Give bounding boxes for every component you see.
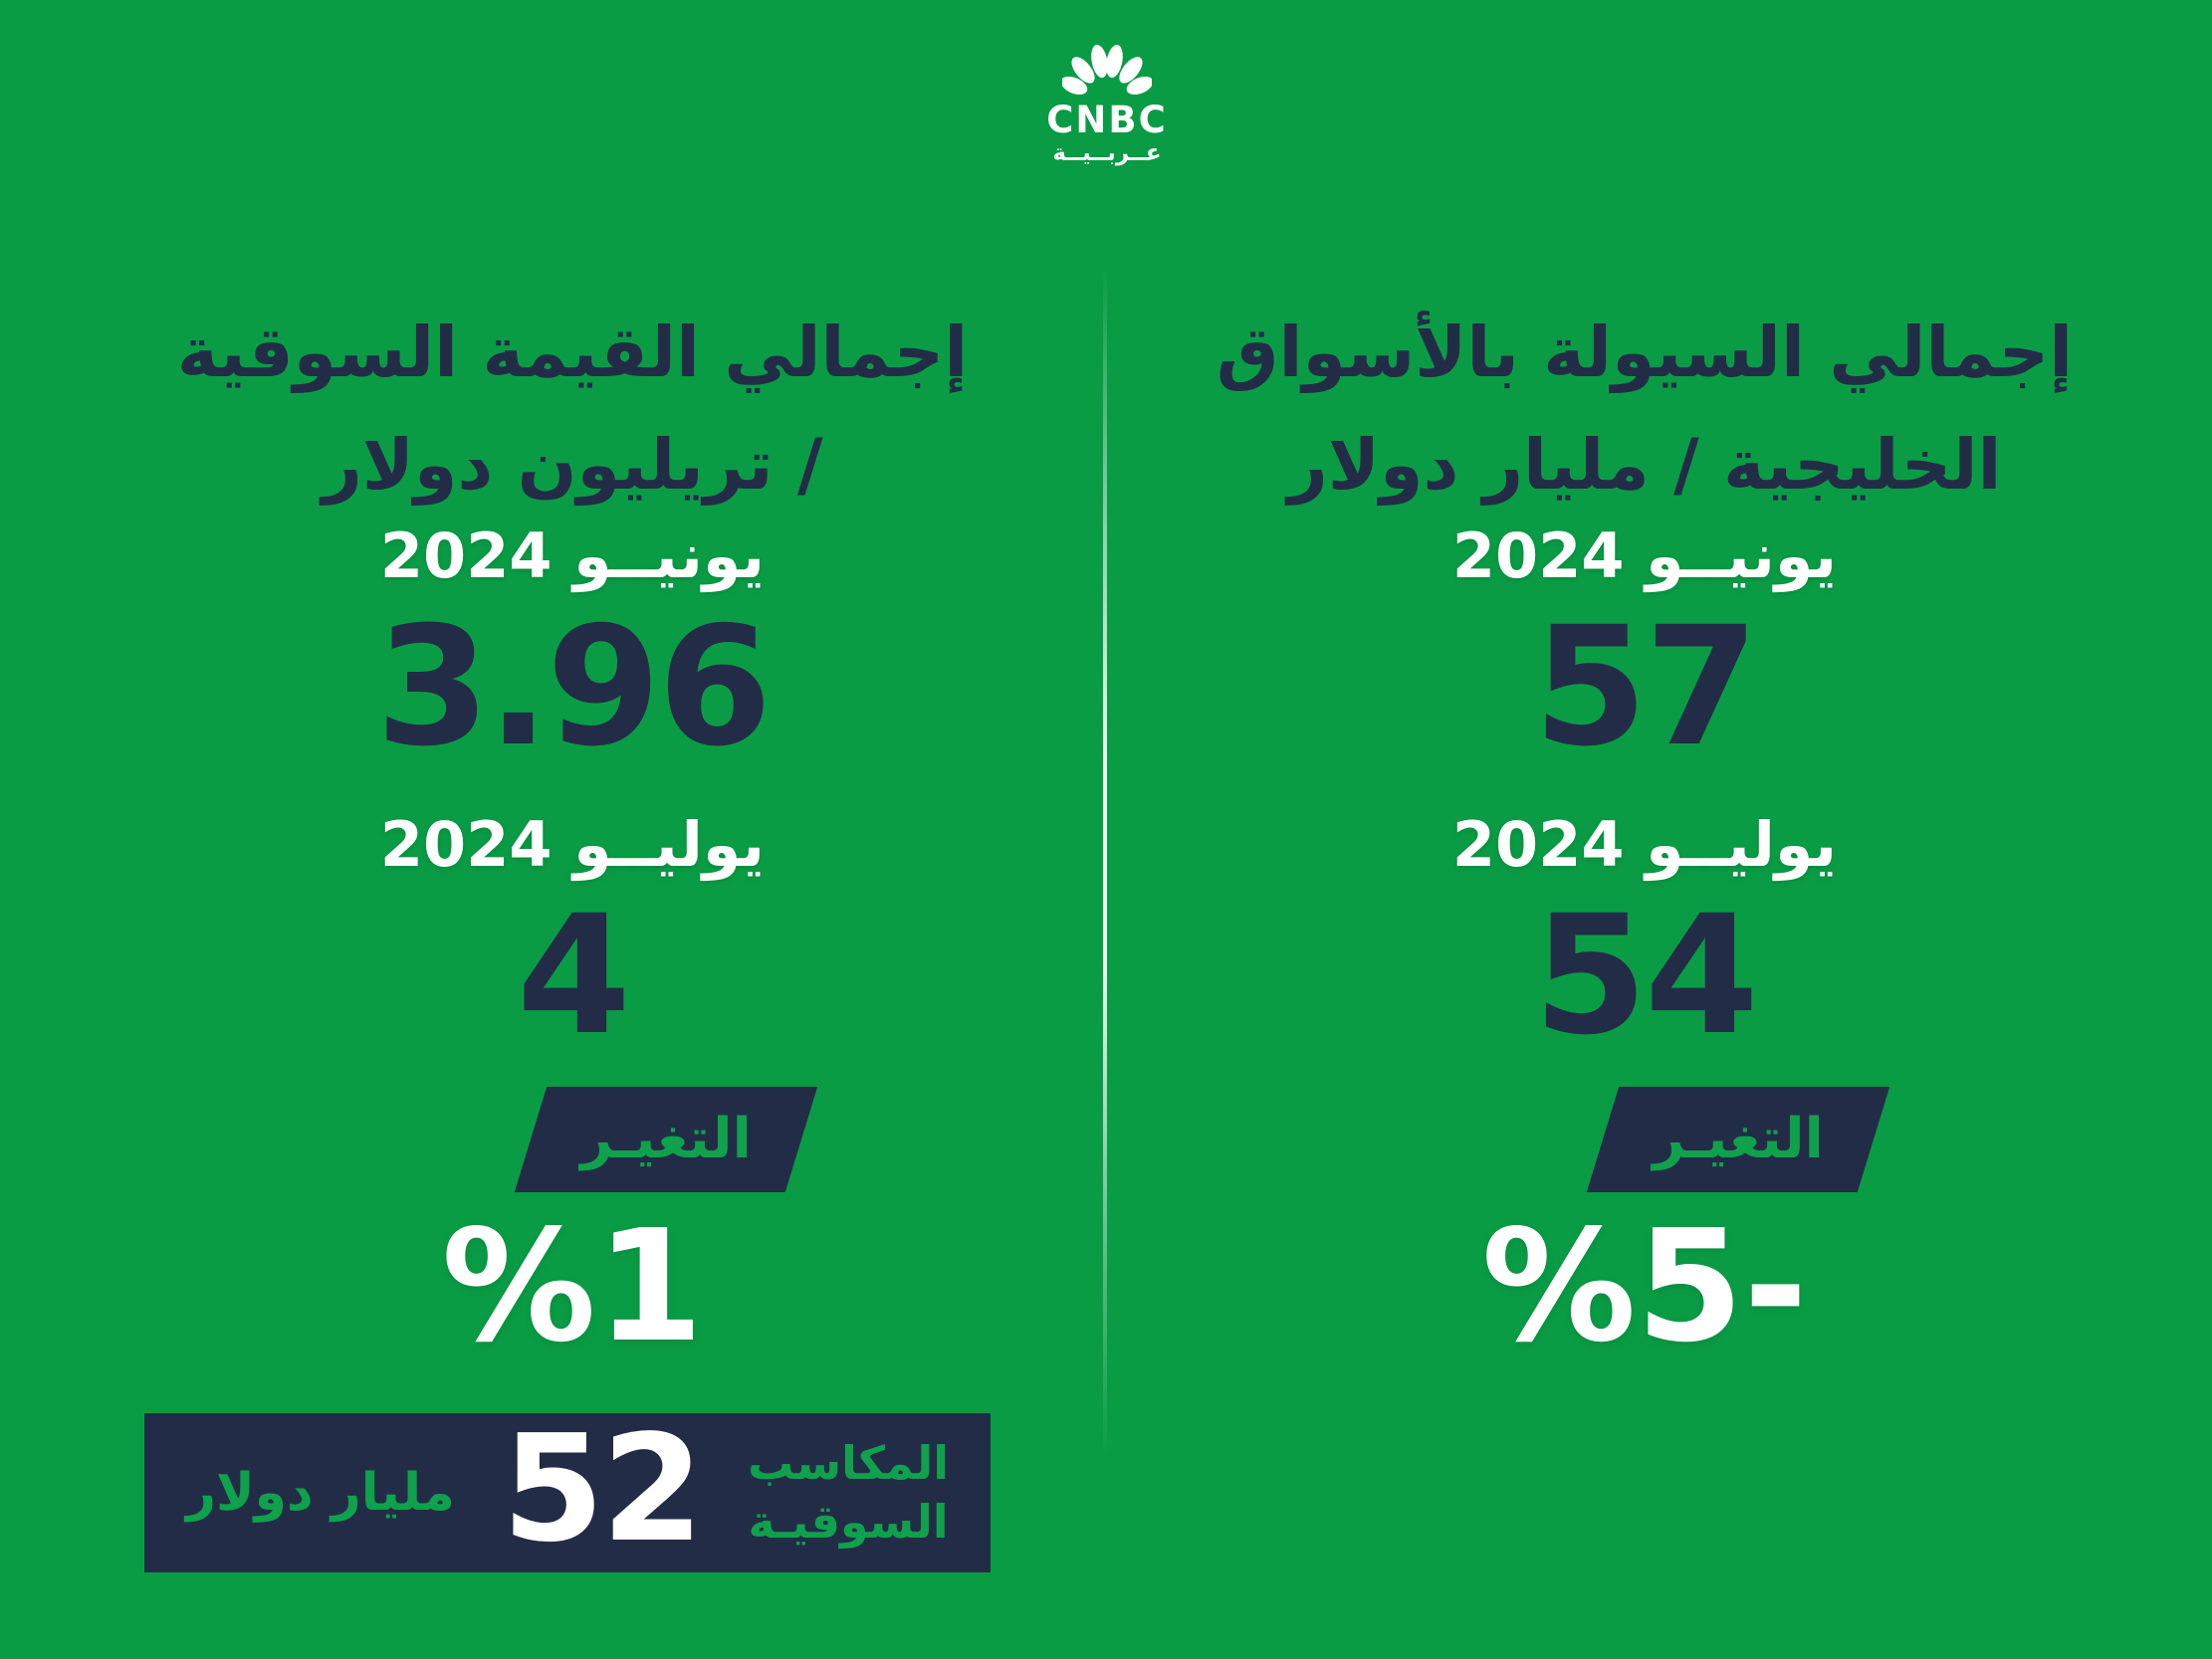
market-cap-july-label: يوليــو 2024: [379, 808, 766, 881]
market-cap-column: إجمالي القيمة السوقية / تريليون دولار يو…: [114, 239, 1030, 1503]
logo-wordmark: CNBC: [1046, 99, 1168, 141]
market-cap-title-line1: إجمالي القيمة السوقية: [176, 311, 969, 394]
logo-arabic-wordmark: عــربــيــة: [1052, 140, 1162, 166]
market-gains-label-line1: المكاسب: [748, 1436, 949, 1491]
liquidity-change-label: التغيـر: [1653, 1107, 1824, 1171]
liquidity-july-label: يوليــو 2024: [1451, 808, 1838, 881]
liquidity-title: إجمالي السيولة بالأسواق الخليجية / مليار…: [1187, 297, 2102, 522]
market-gains-badge: المكاسب السوقيـة 52 مليار دولار: [144, 1413, 991, 1572]
market-cap-july-value: 4: [517, 880, 631, 1071]
liquidity-column: إجمالي السيولة بالأسواق الخليجية / مليار…: [1187, 239, 2102, 1503]
cnbc-arabia-logo: CNBC عــربــيــة: [1007, 44, 1207, 166]
market-cap-change-label: التغيـر: [580, 1107, 752, 1171]
liquidity-change-badge: التغيـر: [1586, 1087, 1890, 1192]
market-cap-june-value: 3.96: [375, 591, 772, 782]
liquidity-june-label: يونيــو 2024: [1451, 519, 1838, 592]
peacock-icon: [1062, 44, 1152, 96]
liquidity-title-line2: الخليجية / مليار دولار: [1287, 424, 2002, 507]
market-cap-change-badge: التغيـر: [514, 1087, 818, 1192]
market-cap-change-value: %1: [441, 1196, 704, 1376]
market-cap-title-line2: / تريليون دولار: [322, 424, 823, 507]
market-gains-unit: مليار دولار: [186, 1463, 455, 1523]
liquidity-change-value: %5-: [1481, 1196, 1808, 1376]
market-cap-june-label: يونيــو 2024: [379, 519, 766, 592]
market-cap-title: إجمالي القيمة السوقية / تريليون دولار: [114, 297, 1030, 522]
liquidity-june-value: 57: [1533, 591, 1759, 782]
market-gains-label: المكاسب السوقيـة: [748, 1434, 949, 1552]
market-gains-label-line2: السوقيـة: [748, 1495, 949, 1549]
liquidity-title-line1: إجمالي السيولة بالأسواق: [1216, 311, 2074, 394]
liquidity-july-value: 54: [1533, 880, 1759, 1071]
column-divider: [1103, 271, 1107, 1455]
market-gains-value: 52: [502, 1403, 704, 1574]
